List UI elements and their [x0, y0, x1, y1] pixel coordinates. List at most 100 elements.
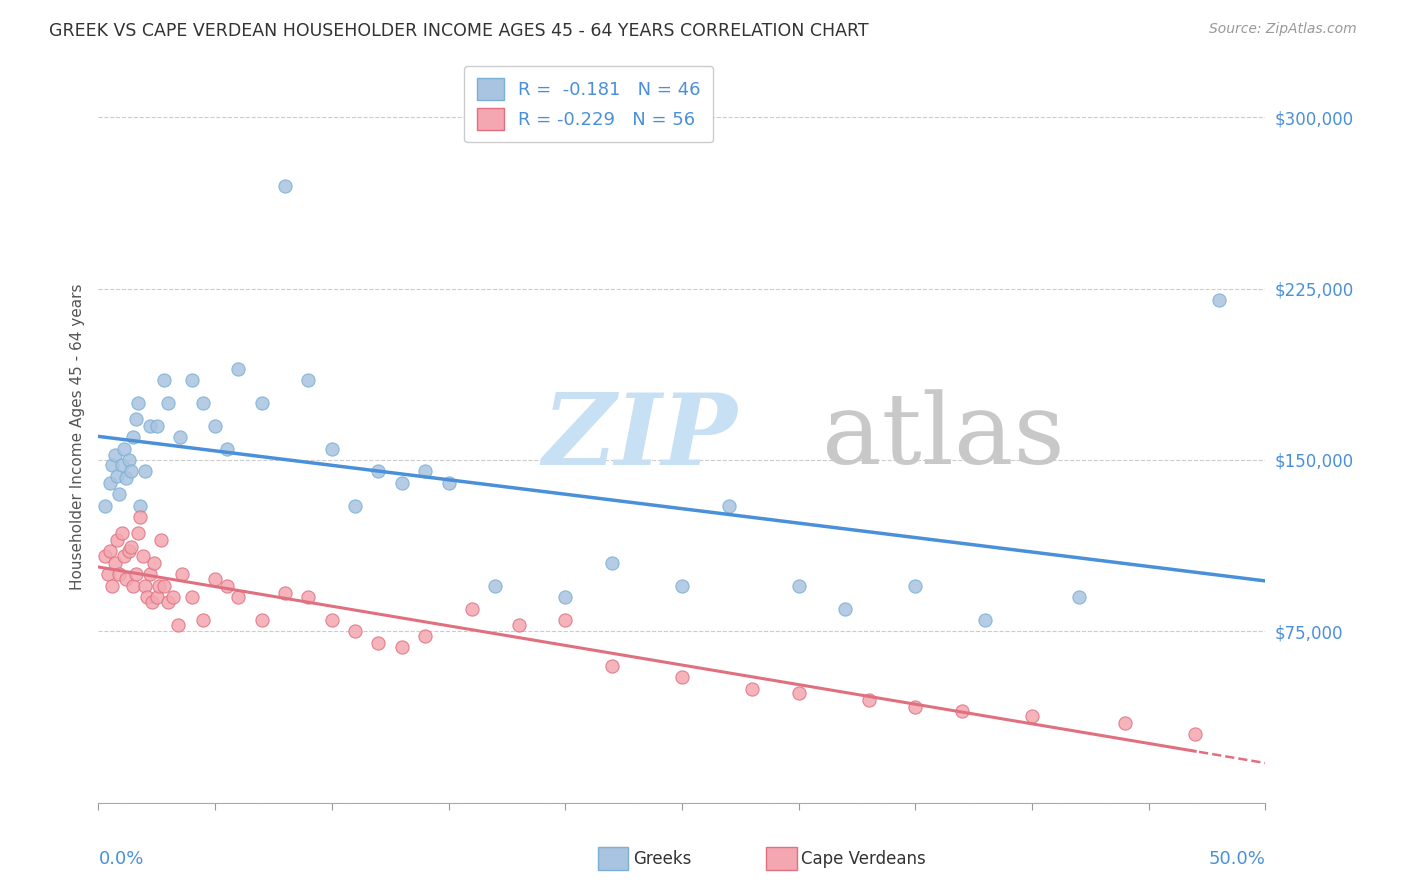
Point — [1208, 293, 1230, 307]
Text: 0.0%: 0.0% — [98, 850, 143, 868]
Point — [297, 590, 319, 604]
Point — [115, 572, 138, 586]
Point — [274, 585, 297, 599]
Text: Greeks: Greeks — [633, 850, 692, 868]
Point — [143, 556, 166, 570]
Point — [834, 601, 856, 615]
Point — [105, 469, 128, 483]
Point — [554, 590, 576, 604]
Point — [671, 670, 693, 684]
Point — [148, 579, 170, 593]
Point — [461, 601, 484, 615]
Text: GREEK VS CAPE VERDEAN HOUSEHOLDER INCOME AGES 45 - 64 YEARS CORRELATION CHART: GREEK VS CAPE VERDEAN HOUSEHOLDER INCOME… — [49, 22, 869, 40]
Point — [104, 556, 127, 570]
Point — [391, 475, 413, 490]
Point — [904, 699, 927, 714]
Point — [508, 617, 530, 632]
Point — [139, 567, 162, 582]
Point — [108, 487, 131, 501]
Point — [127, 396, 149, 410]
Point — [204, 572, 226, 586]
Point — [115, 471, 138, 485]
Point — [172, 567, 194, 582]
Point — [671, 579, 693, 593]
Point — [787, 579, 810, 593]
Point — [127, 526, 149, 541]
Point — [146, 590, 169, 604]
Point — [105, 533, 128, 547]
Point — [321, 613, 343, 627]
Point — [215, 579, 238, 593]
Point — [344, 624, 367, 639]
Point — [111, 458, 134, 472]
Point — [111, 526, 134, 541]
Point — [413, 464, 436, 478]
Point — [125, 567, 148, 582]
Point — [157, 396, 180, 410]
Point — [858, 693, 880, 707]
Point — [741, 681, 763, 696]
Point — [120, 540, 142, 554]
Point — [204, 418, 226, 433]
Point — [94, 499, 117, 513]
Point — [97, 567, 120, 582]
Text: Source: ZipAtlas.com: Source: ZipAtlas.com — [1209, 22, 1357, 37]
Text: ZIP: ZIP — [541, 389, 737, 485]
Text: 50.0%: 50.0% — [1209, 850, 1265, 868]
Point — [134, 464, 156, 478]
Point — [1067, 590, 1090, 604]
Point — [297, 373, 319, 387]
Point — [152, 373, 174, 387]
Point — [274, 178, 297, 193]
Point — [122, 430, 145, 444]
Point — [118, 544, 141, 558]
Point — [554, 613, 576, 627]
Point — [166, 617, 188, 632]
Point — [157, 594, 180, 608]
Point — [367, 464, 389, 478]
Point — [1184, 727, 1206, 741]
Point — [169, 430, 191, 444]
Point — [162, 590, 184, 604]
Point — [146, 418, 169, 433]
Point — [150, 533, 173, 547]
Point — [180, 590, 202, 604]
Point — [118, 453, 141, 467]
Point — [122, 579, 145, 593]
Y-axis label: Householder Income Ages 45 - 64 years: Householder Income Ages 45 - 64 years — [69, 284, 84, 591]
Point — [228, 361, 250, 376]
Point — [129, 510, 152, 524]
Point — [132, 549, 155, 563]
Point — [787, 686, 810, 700]
Point — [125, 411, 148, 425]
Point — [120, 464, 142, 478]
Point — [193, 396, 215, 410]
Point — [250, 613, 273, 627]
Point — [950, 705, 973, 719]
Point — [437, 475, 460, 490]
Point — [108, 567, 131, 582]
Point — [344, 499, 367, 513]
Point — [101, 579, 124, 593]
Point — [139, 418, 162, 433]
Point — [141, 594, 163, 608]
Point — [98, 475, 121, 490]
Point — [367, 636, 389, 650]
Point — [152, 579, 174, 593]
Point — [136, 590, 159, 604]
Point — [974, 613, 997, 627]
Point — [391, 640, 413, 655]
Point — [228, 590, 250, 604]
Point — [129, 499, 152, 513]
Point — [134, 579, 156, 593]
Point — [717, 499, 740, 513]
Point — [413, 629, 436, 643]
Legend: R =  -0.181   N = 46, R = -0.229   N = 56: R = -0.181 N = 46, R = -0.229 N = 56 — [464, 66, 713, 143]
Point — [112, 549, 135, 563]
Text: Cape Verdeans: Cape Verdeans — [801, 850, 927, 868]
Point — [904, 579, 927, 593]
Point — [1114, 715, 1136, 730]
Point — [112, 442, 135, 456]
Point — [104, 448, 127, 462]
Point — [98, 544, 121, 558]
